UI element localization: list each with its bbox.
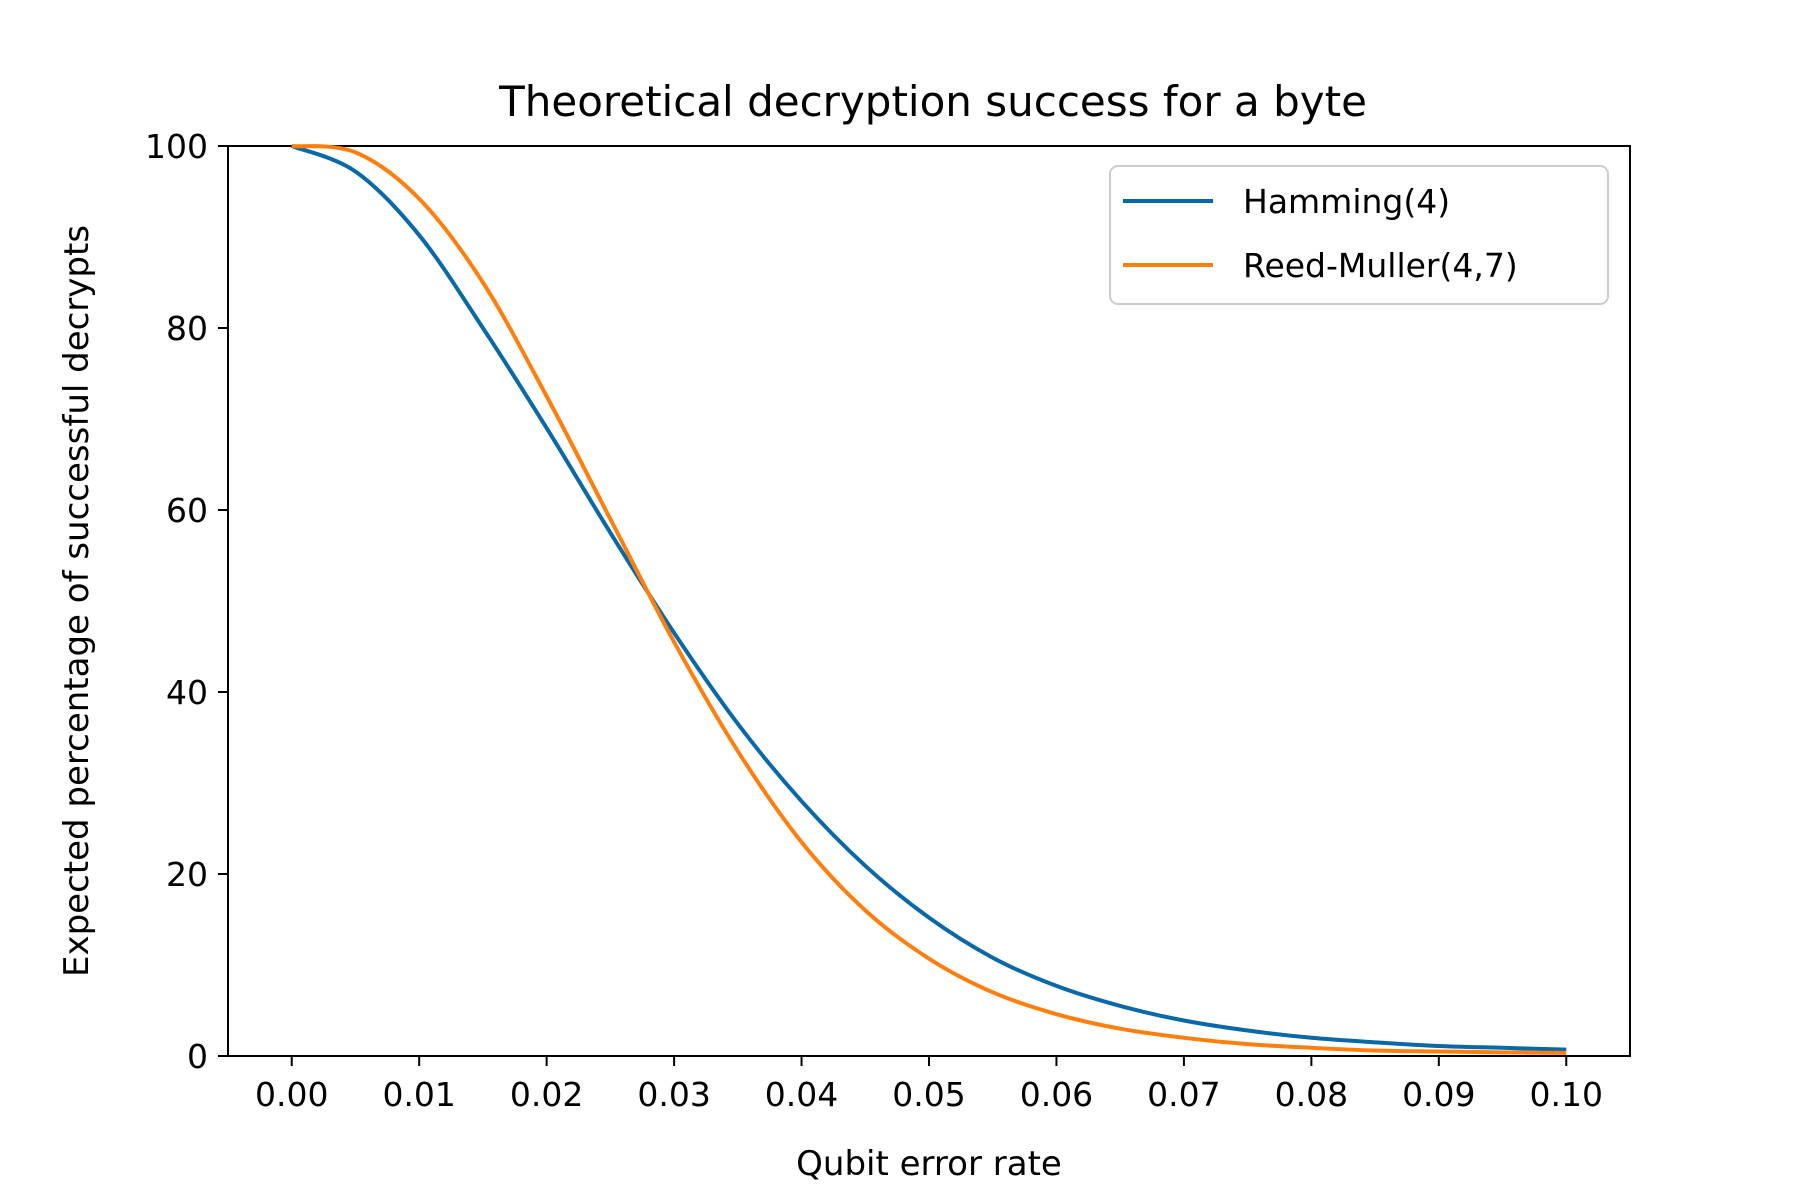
x-tick-label-0: 0.00 xyxy=(255,1075,328,1114)
y-axis: 0 20 40 60 80 100 xyxy=(145,127,228,1076)
x-tick-label-5: 0.05 xyxy=(892,1075,965,1114)
series-layer xyxy=(290,144,1567,1055)
series-line-0 xyxy=(290,144,1567,1052)
legend: Hamming(4) Reed-Muller(4,7) xyxy=(1109,165,1609,305)
series-line-1 xyxy=(291,144,1567,1055)
y-tick-label-1: 20 xyxy=(166,855,208,894)
x-tick-label-9: 0.09 xyxy=(1402,1075,1475,1114)
legend-label-0: Hamming(4) xyxy=(1243,182,1450,221)
x-tick-label-1: 0.01 xyxy=(382,1075,455,1114)
x-tick-label-4: 0.04 xyxy=(765,1075,838,1114)
y-tick-label-0: 0 xyxy=(187,1037,208,1076)
x-axis: 0.00 0.01 0.02 0.03 0.04 0.05 0.06 0.07 0.08 0.09… xyxy=(255,1056,1603,1114)
x-tick-label-3: 0.03 xyxy=(637,1075,710,1114)
y-tick-label-2: 40 xyxy=(166,673,208,712)
legend-label-1: Reed-Muller(4,7) xyxy=(1243,246,1518,285)
legend-frame xyxy=(1109,165,1609,305)
x-tick-label-7: 0.07 xyxy=(1147,1075,1220,1114)
x-tick-label-6: 0.06 xyxy=(1020,1075,1093,1114)
y-axis-title: Expected percentage of successful decryp… xyxy=(57,225,97,977)
x-tick-label-2: 0.02 xyxy=(510,1075,583,1114)
x-tick-label-8: 0.08 xyxy=(1275,1075,1348,1114)
y-tick-label-5: 100 xyxy=(145,127,208,166)
x-axis-title: Qubit error rate xyxy=(796,1144,1062,1184)
y-tick-label-4: 80 xyxy=(166,309,208,348)
chart-title: Theoretical decryption success for a byt… xyxy=(498,77,1367,126)
x-tick-label-10: 0.10 xyxy=(1530,1075,1603,1114)
y-tick-label-3: 60 xyxy=(166,491,208,530)
